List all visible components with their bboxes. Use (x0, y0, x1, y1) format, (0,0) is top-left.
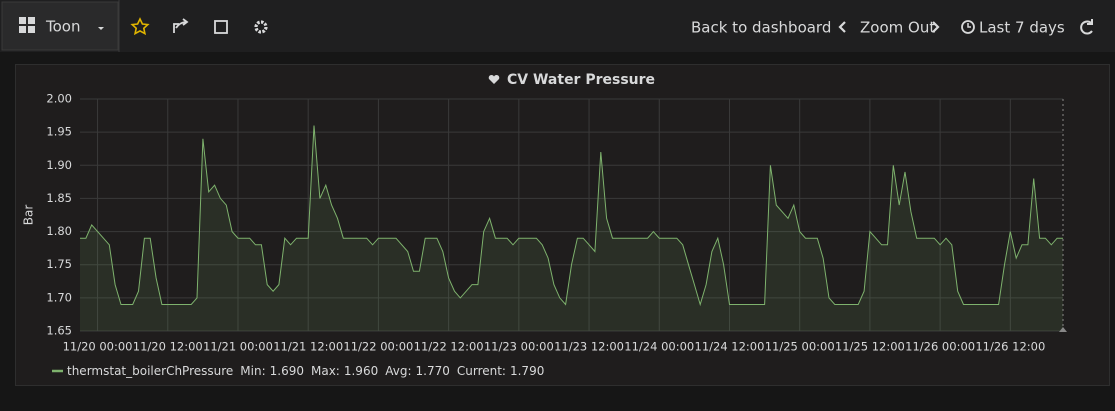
y-tick-label: 2.00 (46, 92, 72, 106)
time-range[interactable]: Last 7 days (979, 19, 1065, 37)
x-tick-label: 11/20 12:00 (133, 340, 203, 354)
x-tick-label: 11/22 12:00 (414, 340, 484, 354)
x-tick-label: 11/26 12:00 (975, 340, 1045, 354)
x-tick-label: 11/21 00:00 (203, 340, 273, 354)
save-icon[interactable] (214, 20, 228, 34)
series-area (80, 125, 1063, 331)
y-tick-label: 1.90 (46, 158, 72, 172)
plot: 1.65 1.70 1.75 1.80 1.85 1.90 1.95 2.00 11/20 00… (46, 92, 1067, 378)
y-tick-label: 1.70 (46, 290, 72, 304)
back-link[interactable]: Back to dashboard (691, 19, 831, 37)
legend-stat-label: Current: (457, 364, 506, 378)
chart-title: CV Water Pressure (507, 72, 655, 88)
y-tick-label: 1.80 (46, 224, 72, 238)
x-tick-label: 11/25 12:00 (835, 340, 905, 354)
legend-stat-label: Avg: (385, 364, 411, 378)
legend-name: thermstat_boilerChPressure (67, 364, 233, 378)
clock-icon (961, 20, 975, 34)
legend-stat-value: 1.790 (510, 364, 544, 378)
settings-icon[interactable] (254, 20, 268, 34)
legend-stat-value: 1.960 (344, 364, 378, 378)
y-tick-label: 1.85 (46, 191, 72, 205)
zoom-out[interactable]: Zoom Out (860, 19, 935, 37)
now-marker (1059, 327, 1067, 332)
legend-stat-label: Min: (240, 364, 265, 378)
legend-stat-value: 1.690 (270, 364, 304, 378)
y-tick-label: 1.75 (46, 257, 72, 271)
caret (98, 27, 104, 30)
x-tick-label: 11/20 00:00 (63, 340, 133, 354)
share-icon[interactable] (173, 18, 189, 33)
x-tick-label: 11/23 12:00 (554, 340, 624, 354)
legend-stat-value: 1.770 (416, 364, 450, 378)
x-tick-label: 11/24 12:00 (695, 340, 765, 354)
y-tick-label: 1.95 (46, 125, 72, 139)
y-tick-label: 1.65 (46, 324, 72, 338)
panel (15, 64, 1110, 386)
legend-entry: thermstat_boilerChPressure Min: 1.690 Max: 1… (67, 364, 544, 378)
refresh-icon[interactable] (1080, 19, 1093, 35)
dashboard-title[interactable]: Toon (45, 18, 80, 36)
zoom-next[interactable] (932, 21, 940, 33)
navbar (0, 0, 1115, 52)
x-tick-label: 11/25 00:00 (765, 340, 835, 354)
y-axis-label: Bar (22, 205, 36, 226)
heart-icon (488, 74, 500, 84)
x-tick-label: 11/21 12:00 (273, 340, 343, 354)
legend-stat-label: Max: (311, 364, 340, 378)
x-tick-label: 11/22 00:00 (343, 340, 413, 354)
clock-hands (967, 23, 971, 28)
star-icon[interactable] (130, 17, 150, 36)
grafana-icon (19, 17, 35, 33)
x-tick-label: 11/26 00:00 (905, 340, 975, 354)
x-tick-label: 11/24 00:00 (624, 340, 694, 354)
series-line (80, 125, 1063, 307)
zoom-prev[interactable] (838, 21, 846, 33)
x-tick-label: 11/23 00:00 (484, 340, 554, 354)
